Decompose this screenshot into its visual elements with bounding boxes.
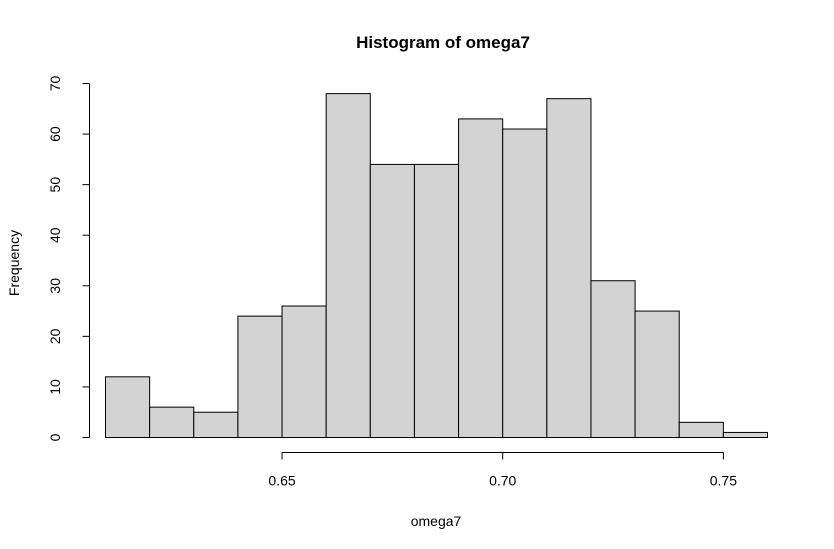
histogram-bar-13	[678, 421, 724, 439]
y-tick-label-2: 20	[47, 328, 63, 344]
x-axis-label: omega7	[411, 513, 462, 529]
x-axis: 0.65 0.70 0.75	[268, 452, 737, 489]
histogram-bar-7	[413, 163, 460, 439]
x-tick-label-0: 0.65	[268, 473, 295, 489]
bars-group	[105, 93, 768, 439]
y-tick-label-1: 10	[47, 379, 63, 395]
histogram-bar-1	[149, 406, 195, 438]
y-tick-label-0: 0	[47, 433, 63, 441]
histogram-bar-4	[281, 305, 327, 438]
histogram-bar-10	[546, 98, 592, 439]
y-tick-label-3: 30	[47, 278, 63, 294]
y-axis-label: Frequency	[6, 230, 22, 296]
y-tick-label-6: 60	[47, 126, 63, 142]
histogram-bar-0	[105, 376, 151, 439]
histogram-bar-2	[193, 411, 239, 439]
y-axis: 0 10 20 30 40 50 60 70	[47, 76, 90, 441]
x-tick-label-2: 0.75	[710, 473, 737, 489]
histogram-bar-12	[634, 310, 680, 439]
histogram-bar-14	[722, 431, 768, 439]
x-tick-label-1: 0.70	[489, 473, 516, 489]
histogram-bar-3	[237, 315, 283, 438]
y-tick-label-5: 50	[47, 177, 63, 193]
histogram-bar-11	[590, 280, 636, 438]
y-tick-label-4: 40	[47, 227, 63, 243]
chart-title: Histogram of omega7	[356, 33, 530, 52]
histogram-bar-5	[325, 93, 371, 438]
histogram-bar-8	[458, 118, 504, 439]
histogram-bar-6	[369, 163, 415, 439]
histogram-bar-9	[502, 128, 548, 438]
y-tick-label-7: 70	[47, 76, 63, 92]
